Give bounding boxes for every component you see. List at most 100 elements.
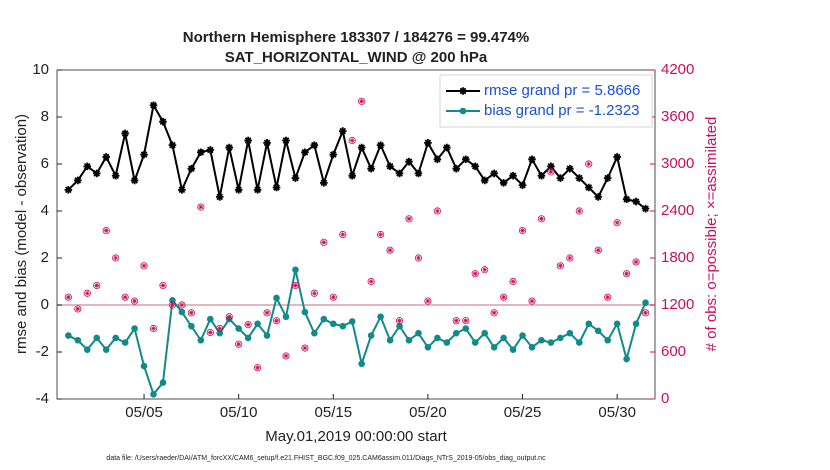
obs-assimilated	[463, 318, 469, 323]
point	[178, 308, 186, 316]
y-tick-label: 8	[41, 108, 49, 125]
point	[348, 171, 357, 180]
obs-possible	[159, 281, 167, 290]
obs-possible	[244, 320, 252, 329]
y-tick-label: -2	[36, 343, 49, 360]
legend-label: bias grand pr = -1.2323	[484, 102, 640, 119]
obs-assimilated	[264, 310, 270, 316]
point	[197, 148, 205, 157]
obs-possible	[377, 230, 385, 239]
point	[74, 176, 82, 185]
obs-assimilated	[283, 353, 289, 359]
point	[443, 143, 451, 152]
obs-assimilated	[189, 310, 194, 316]
obs-assimilated	[472, 271, 478, 276]
point	[509, 171, 517, 180]
obs-assimilated	[132, 298, 137, 304]
point	[244, 136, 252, 145]
point	[490, 169, 498, 178]
point	[282, 313, 290, 321]
point	[434, 334, 441, 342]
point	[150, 391, 157, 398]
obs-assimilated	[387, 247, 393, 253]
point	[74, 336, 82, 344]
point	[471, 339, 479, 346]
point	[414, 169, 423, 178]
obs-possible	[102, 226, 110, 235]
point	[396, 322, 403, 330]
point	[462, 325, 470, 332]
point	[603, 174, 612, 182]
point	[311, 329, 318, 337]
point	[424, 344, 432, 351]
y2-tick-label: 0	[661, 390, 669, 407]
point	[206, 315, 214, 323]
point	[594, 327, 602, 335]
obs-assimilated	[217, 326, 223, 331]
obs-assimilated	[614, 220, 620, 226]
point	[632, 197, 640, 206]
point	[215, 193, 224, 201]
point	[557, 334, 564, 342]
obs-possible	[112, 254, 120, 262]
obs-assimilated	[510, 279, 516, 284]
obs-assimilated	[302, 345, 308, 351]
obs-assimilated	[425, 298, 431, 304]
obs-assimilated	[624, 271, 629, 276]
obs-assimilated	[548, 169, 554, 175]
point	[377, 313, 384, 321]
point	[301, 308, 309, 316]
obs-possible	[481, 266, 489, 274]
point	[395, 169, 404, 178]
obs-assimilated	[340, 232, 346, 237]
obs-possible	[291, 281, 300, 290]
point	[566, 329, 574, 337]
obs-possible	[509, 277, 517, 286]
y2-tick-label: 1800	[661, 249, 694, 266]
y2-tick-label: 3600	[661, 108, 694, 125]
obs-possible	[74, 305, 82, 313]
obs-possible	[462, 317, 470, 325]
legend-marker	[459, 107, 467, 115]
point	[566, 164, 574, 173]
obs-assimilated	[453, 318, 459, 323]
obs-possible	[414, 254, 423, 262]
point	[433, 155, 442, 164]
point	[206, 146, 215, 154]
point	[386, 162, 394, 171]
point	[320, 179, 328, 187]
point	[537, 171, 546, 180]
obs-possible	[556, 262, 564, 270]
obs-possible	[339, 230, 347, 239]
obs-possible	[433, 207, 441, 215]
obs-assimilated	[501, 294, 506, 300]
obs-possible	[500, 293, 508, 301]
obs-possible	[178, 301, 186, 309]
point	[490, 344, 498, 351]
obs-possible	[358, 97, 366, 105]
obs-assimilated	[416, 255, 421, 261]
point	[112, 334, 119, 342]
point	[376, 141, 385, 149]
obs-assimilated	[312, 290, 317, 296]
obs-assimilated	[330, 294, 336, 300]
y2-axis-label: # of obs: o=possible; ×=assimilated	[703, 117, 720, 352]
obs-possible	[329, 293, 337, 301]
point	[538, 336, 545, 344]
point	[111, 171, 120, 180]
legend-label: rmse grand pr = 5.8666	[484, 82, 640, 99]
point	[329, 150, 338, 159]
point	[575, 174, 584, 182]
point	[92, 169, 101, 178]
point	[65, 332, 72, 339]
x-tick-label: 05/05	[125, 404, 163, 421]
obs-assimilated	[529, 298, 535, 304]
obs-possible	[632, 258, 640, 266]
footnote: data file: /Users/raeder/DAI/ATM_forcXX/…	[106, 455, 546, 462]
point	[585, 320, 593, 328]
obs-assimilated	[113, 255, 118, 261]
obs-assimilated	[103, 228, 109, 233]
point	[131, 325, 138, 332]
legend-marker	[459, 87, 467, 95]
obs-possible	[320, 238, 328, 246]
